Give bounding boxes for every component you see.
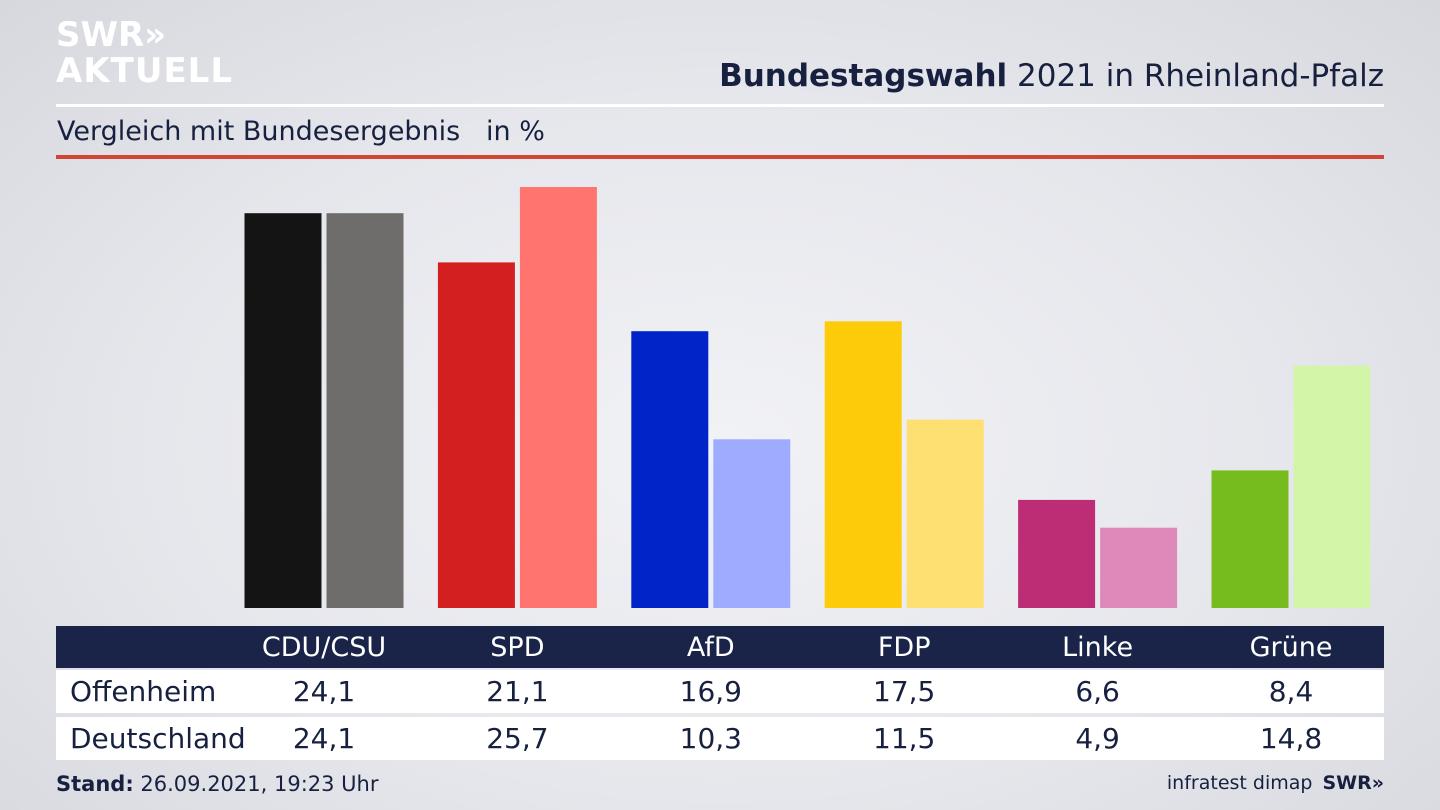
bar-cdu-csu-offenheim: [244, 213, 322, 608]
table-cell: 8,4: [1268, 675, 1314, 708]
bar-gruene-offenheim: [1211, 470, 1289, 608]
swr-brand-logo: SWR»: [1322, 772, 1384, 794]
table-cell: 4,9: [1075, 722, 1120, 755]
stand-label: Stand:: [56, 772, 134, 796]
bar-afd-offenheim: [631, 331, 709, 608]
table-cell: 14,8: [1259, 722, 1323, 755]
source-text: infratest dimap: [1166, 772, 1313, 794]
column-header: Linke: [1062, 631, 1134, 663]
table-cell: 11,5: [873, 722, 936, 755]
column-header: CDU/CSU: [261, 631, 387, 663]
table-row: Offenheim 24,1 21,1 16,9 17,5 6,6 8,4: [56, 670, 1384, 713]
column-header: SPD: [490, 631, 545, 663]
bar-gruene-deutschland: [1293, 365, 1371, 608]
bar-spd-deutschland: [519, 187, 597, 608]
table-cell: 24,1: [292, 722, 356, 755]
bar-afd-deutschland: [713, 439, 791, 608]
chart-title: Bundestagswahl 2021 in Rheinland-Pfalz: [719, 58, 1384, 94]
stand-value: 26.09.2021, 19:23 Uhr: [133, 772, 379, 796]
title-divider: [56, 104, 1384, 107]
bar-linke-offenheim: [1018, 499, 1096, 608]
chart-title-bold: Bundestagswahl: [719, 58, 1008, 94]
row-label-offenheim: Offenheim: [70, 675, 217, 708]
logo-line-1: SWR»: [56, 15, 167, 55]
chart-title-rest: 2021 in Rheinland-Pfalz: [1007, 58, 1384, 94]
timestamp: Stand: 26.09.2021, 19:23 Uhr: [56, 772, 379, 796]
column-header: Grüne: [1249, 631, 1333, 663]
table-cell: 10,3: [679, 722, 742, 755]
results-table: CDU/CSU SPD AfD FDP Linke Grüne Offenheim 24,…: [56, 626, 1384, 760]
table-header-row: CDU/CSU SPD AfD FDP Linke Grüne: [56, 626, 1384, 668]
accent-divider: [56, 155, 1384, 159]
bar-spd-offenheim: [437, 262, 515, 608]
table-cell: 16,9: [679, 675, 742, 708]
chart-subtitle: Vergleich mit Bundesergebnis in %: [57, 116, 545, 147]
bar-cdu-csu-deutschland: [326, 213, 404, 608]
table-cell: 21,1: [486, 675, 549, 708]
table-cell: 25,7: [486, 722, 549, 755]
source-credit: infratest dimap SWR»: [1167, 772, 1384, 794]
bar-fdp-deutschland: [906, 419, 984, 608]
bar-fdp-offenheim: [824, 321, 902, 608]
logo-line-2: AKTUELL: [56, 51, 234, 91]
table-cell: 17,5: [873, 675, 936, 708]
table-cell: 24,1: [292, 675, 356, 708]
row-label-deutschland: Deutschland: [70, 722, 246, 755]
column-header: AfD: [686, 631, 735, 663]
table-cell: 6,6: [1075, 675, 1120, 708]
bar-linke-deutschland: [1100, 527, 1178, 608]
swr-aktuell-logo: SWR» AKTUELL: [56, 18, 233, 88]
column-header: FDP: [877, 631, 931, 663]
table-row: Deutschland 24,1 25,7 10,3 11,5 4,9 14,8: [56, 717, 1384, 760]
